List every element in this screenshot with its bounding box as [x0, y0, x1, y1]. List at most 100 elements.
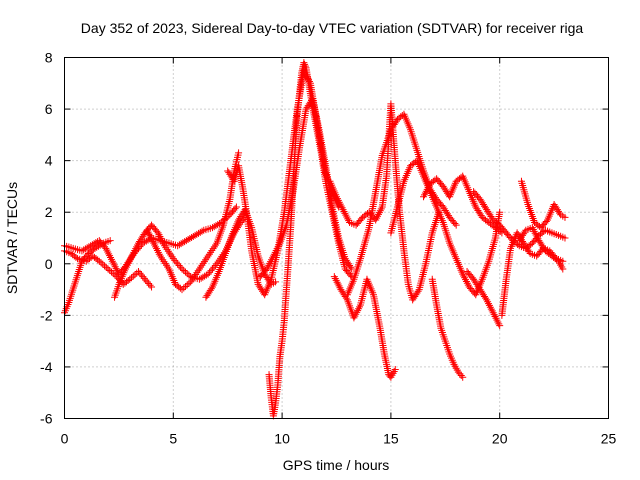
data-point [185, 279, 193, 287]
data-point [94, 238, 102, 246]
series-sat-s [517, 177, 569, 232]
plot-frame [64, 57, 609, 419]
data-point [128, 274, 136, 282]
data-point [145, 280, 153, 288]
data-point [496, 322, 504, 330]
data-point [207, 285, 215, 293]
data-point [300, 59, 308, 67]
data-point [171, 256, 179, 264]
data-point [101, 262, 109, 270]
data-point [142, 276, 150, 284]
data-point [272, 278, 280, 286]
x-tick-label: 15 [383, 431, 399, 447]
series-sat-g [224, 66, 343, 299]
series-sat-n [420, 172, 506, 237]
data-point [181, 282, 189, 290]
data-point [99, 260, 107, 268]
y-tick-label: -4 [40, 359, 53, 375]
data-point [146, 281, 154, 289]
data-point [136, 269, 144, 277]
data-point [301, 60, 309, 68]
series-sat-l [343, 110, 460, 299]
chart-title: Day 352 of 2023, Sidereal Day-to-day VTE… [81, 20, 584, 36]
data-point [414, 287, 422, 295]
data-point [124, 277, 132, 285]
data-point [357, 215, 365, 223]
data-point [210, 263, 218, 271]
series-sat-k [330, 273, 399, 381]
data-point [137, 271, 145, 279]
data-point [561, 234, 569, 242]
data-point [494, 220, 502, 228]
data-point [457, 372, 465, 380]
y-tick-label: 4 [45, 153, 53, 169]
y-tick-label: 0 [45, 256, 53, 272]
series-sat-o [428, 275, 467, 381]
data-point [169, 255, 177, 263]
data-point [496, 208, 504, 216]
series-sat-j [326, 100, 443, 304]
data-point [178, 265, 186, 273]
data-point [556, 209, 564, 217]
data-point [106, 266, 114, 274]
data-point [207, 267, 215, 275]
data-point [183, 281, 191, 289]
data-point [174, 260, 182, 268]
data-point [235, 149, 243, 157]
data-point [102, 263, 110, 271]
data-point [183, 270, 191, 278]
x-tick-label: 10 [274, 431, 290, 447]
x-tick-label: 25 [601, 431, 617, 447]
data-point [347, 263, 355, 271]
data-point [180, 284, 188, 292]
data-point [459, 373, 467, 381]
data-point [204, 270, 212, 278]
data-point [172, 258, 180, 266]
y-axis-title: SDTVAR / TECUs [4, 182, 20, 294]
data-point [180, 266, 188, 274]
x-tick-label: 5 [169, 431, 177, 447]
data-point [452, 221, 460, 229]
y-tick-label: -6 [40, 411, 53, 427]
series-sat-d [111, 213, 249, 301]
ticks-layer: 0 5 10 15 20 25 -6 -4 -2 0 2 4 6 8 [40, 50, 616, 447]
data-point [109, 270, 117, 278]
data-point [198, 227, 206, 235]
y-tick-label: -2 [40, 307, 53, 323]
data-point [559, 265, 567, 273]
data-point [208, 265, 216, 273]
y-tick-label: 2 [45, 204, 53, 220]
data-point [83, 251, 91, 259]
data-point [178, 286, 186, 294]
data-point [391, 366, 399, 374]
data-point [139, 273, 147, 281]
data-point [108, 268, 116, 276]
data-point [454, 368, 462, 376]
data-point [451, 220, 459, 228]
data-point [185, 271, 193, 279]
data-point [143, 278, 151, 286]
data-point [561, 213, 569, 221]
data-point [175, 262, 183, 270]
data-point [232, 203, 240, 211]
data-point [106, 237, 114, 245]
y-tick-label: 8 [45, 50, 53, 66]
series-sat-p [463, 268, 504, 330]
data-point [72, 253, 80, 261]
series-sat-i [256, 95, 356, 281]
data-point [126, 275, 134, 283]
marks-layer [61, 59, 569, 420]
data-point [177, 263, 185, 271]
data-point [527, 240, 535, 248]
data-point [131, 271, 139, 279]
x-tick-label: 0 [61, 431, 69, 447]
data-point [301, 62, 309, 70]
data-point [181, 268, 189, 276]
data-point [231, 205, 239, 213]
x-axis-title: GPS time / hours [283, 457, 390, 473]
series-sat-b [61, 237, 114, 317]
data-point [342, 294, 350, 302]
x-tick-label: 20 [492, 431, 508, 447]
